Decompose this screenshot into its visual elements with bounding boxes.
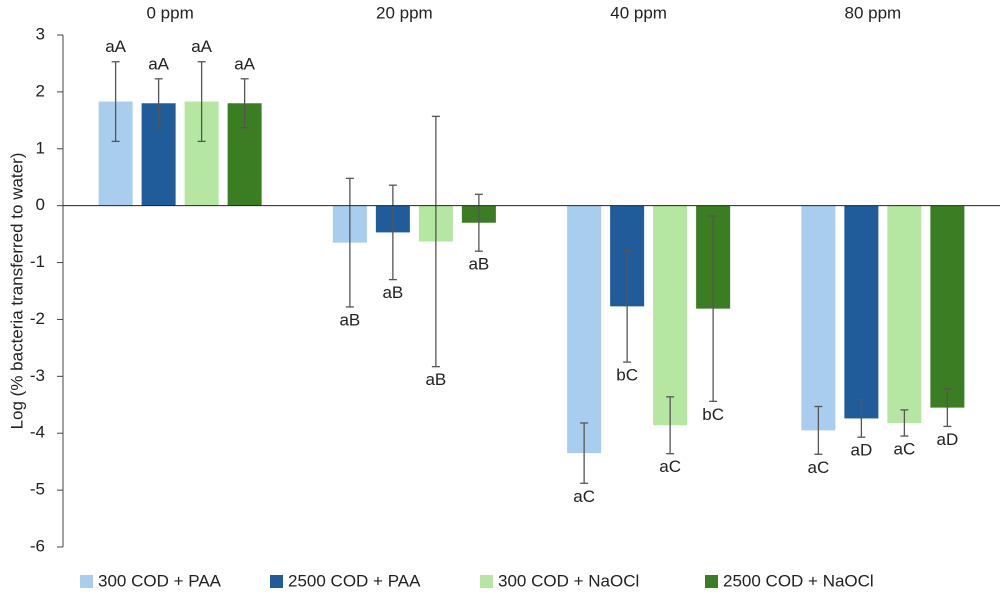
significance-label: aA (191, 37, 212, 56)
significance-label: aB (425, 370, 446, 389)
bar (567, 205, 602, 454)
significance-label: aA (234, 54, 255, 73)
category-label: 40 ppm (610, 3, 667, 22)
y-tick-label: 2 (36, 81, 45, 100)
y-tick-label: 0 (36, 195, 45, 214)
y-axis-title: Log (% bacteria transferred to water) (7, 153, 26, 430)
significance-label: aB (382, 283, 403, 302)
legend-label: 2500 COD + PAA (288, 571, 421, 590)
bar (844, 205, 879, 419)
y-tick-label: -6 (30, 536, 45, 555)
y-tick-label: -3 (30, 366, 45, 385)
category-label: 20 ppm (376, 3, 433, 22)
category-label: 80 ppm (845, 3, 902, 22)
significance-label: aC (894, 440, 916, 459)
y-tick-label: -2 (30, 309, 45, 328)
significance-label: aA (148, 54, 169, 73)
y-tick-label: -1 (30, 252, 45, 271)
bar (930, 205, 965, 408)
legend-swatch (80, 575, 93, 588)
legend-swatch (705, 575, 718, 588)
y-tick-label: -5 (30, 480, 45, 499)
significance-label: aB (339, 310, 360, 329)
bar (887, 205, 922, 423)
legend-label: 300 COD + PAA (98, 571, 222, 590)
significance-label: aC (808, 458, 830, 477)
significance-label: aA (105, 37, 126, 56)
category-label: 0 ppm (147, 3, 194, 22)
significance-label: bC (702, 405, 724, 424)
legend-label: 2500 COD + NaOCl (723, 571, 874, 590)
bar (801, 205, 836, 431)
significance-label: aB (468, 255, 489, 274)
y-tick-label: -4 (30, 423, 45, 442)
y-tick-label: 1 (36, 138, 45, 157)
significance-label: bC (616, 366, 638, 385)
significance-label: aC (659, 457, 681, 476)
legend-swatch (480, 575, 493, 588)
legend-label: 300 COD + NaOCl (498, 571, 639, 590)
y-tick-label: 3 (36, 24, 45, 43)
significance-label: aC (573, 487, 595, 506)
significance-label: aD (851, 441, 873, 460)
bar (653, 205, 688, 426)
significance-label: aD (937, 430, 959, 449)
legend-swatch (270, 575, 283, 588)
